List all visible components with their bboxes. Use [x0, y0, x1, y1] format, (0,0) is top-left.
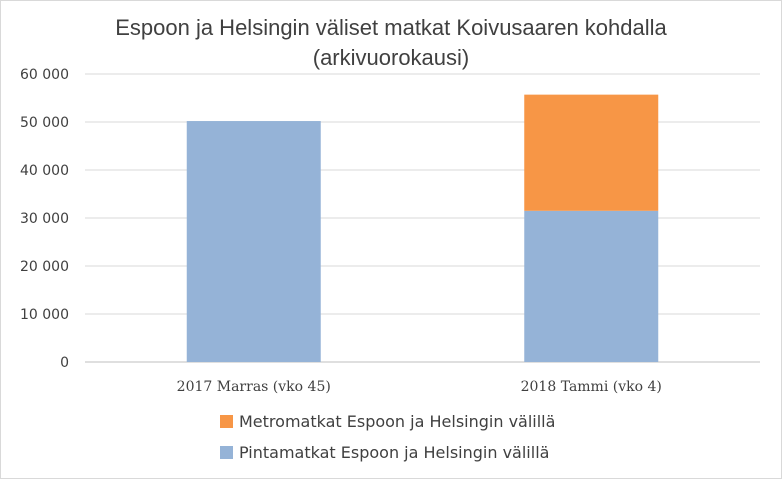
- chart-title-line-1: Espoon ja Helsingin väliset matkat Koivu…: [115, 15, 667, 40]
- y-tick-label: 60 000: [20, 67, 69, 83]
- legend-swatch-1: [220, 415, 233, 428]
- chart-title-line-2: (arkivuorokausi): [313, 45, 470, 70]
- legend-swatch-0: [220, 446, 233, 459]
- y-tick-label: 10 000: [20, 307, 69, 323]
- y-tick-label: 40 000: [20, 163, 69, 179]
- bar-series-0-cat-1: [524, 210, 659, 362]
- bars: [186, 94, 659, 362]
- legend-label-1: Metromatkat Espoon ja Helsingin välillä: [239, 412, 555, 431]
- bar-series-0-cat-0: [186, 121, 321, 362]
- gridlines: [85, 73, 760, 363]
- y-tick-label: 20 000: [20, 259, 69, 275]
- y-axis: 0 10 000 20 000 30 000 40 000 50 000 60 000: [20, 67, 69, 371]
- x-category-label: 2018 Tammi (vko 4): [521, 379, 662, 395]
- y-tick-label: 50 000: [20, 115, 69, 131]
- y-tick-label: 30 000: [20, 211, 69, 227]
- x-category-label: 2017 Marras (vko 45): [177, 379, 331, 395]
- y-tick-label: 0: [60, 355, 69, 371]
- bar-series-1-cat-1: [524, 94, 659, 211]
- chart-title: Espoon ja Helsingin väliset matkat Koivu…: [115, 15, 667, 70]
- legend: Metromatkat Espoon ja Helsingin välillä P…: [220, 412, 555, 462]
- x-axis: 2017 Marras (vko 45) 2018 Tammi (vko 4): [177, 379, 662, 395]
- legend-label-0: Pintamatkat Espoon ja Helsingin välillä: [239, 443, 549, 462]
